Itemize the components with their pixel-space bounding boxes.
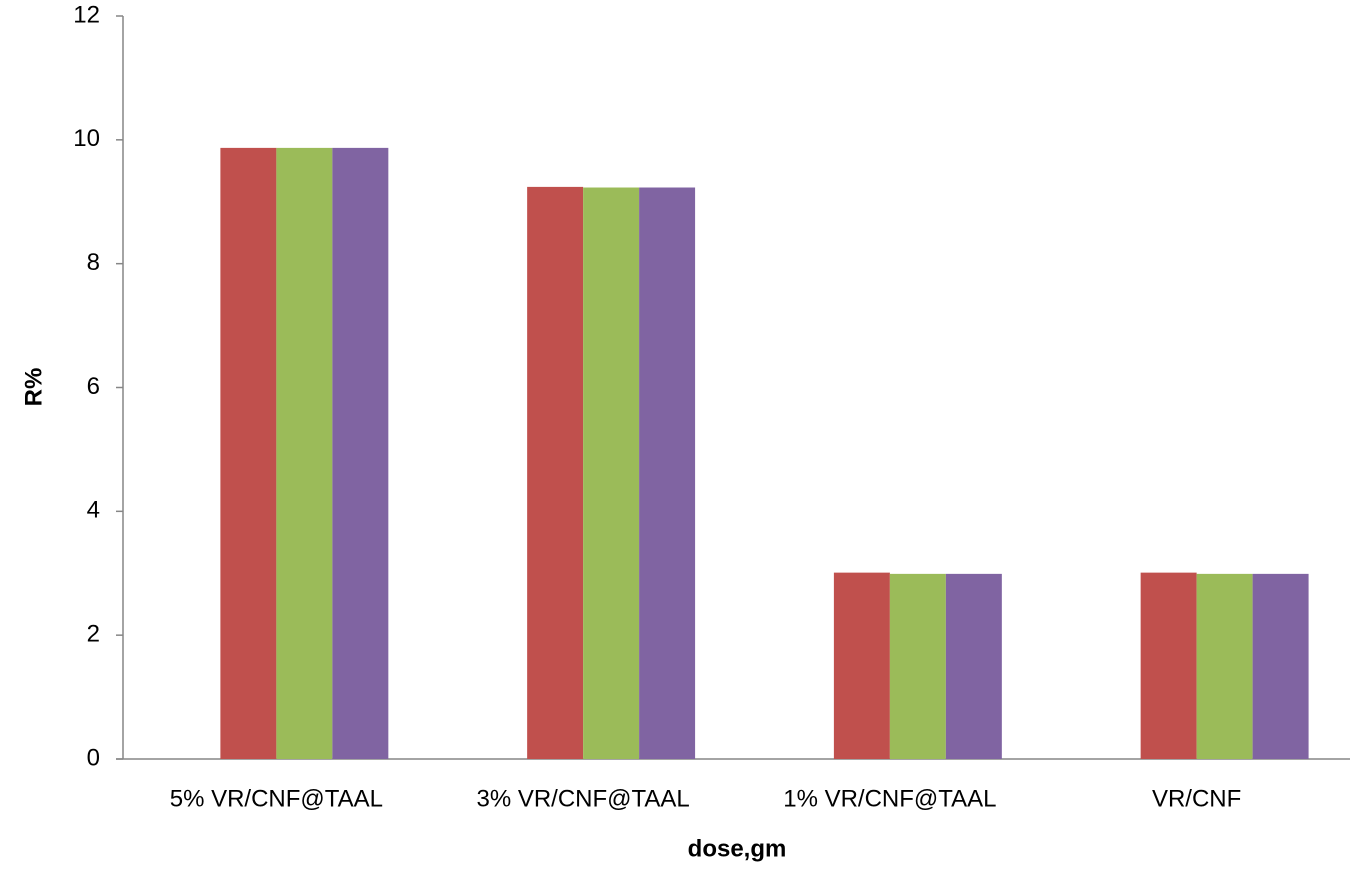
bar (583, 187, 640, 760)
bar (639, 187, 696, 760)
y-tick-label: 6 (87, 373, 100, 400)
bar (527, 186, 584, 759)
x-tick-label: VR/CNF (1152, 785, 1241, 812)
bar (889, 573, 946, 759)
bar (276, 147, 333, 759)
bar (833, 572, 890, 759)
y-tick-label: 12 (73, 1, 100, 28)
bar (1140, 572, 1197, 759)
y-tick-label: 0 (87, 744, 100, 771)
y-tick-label: 8 (87, 249, 100, 276)
bar (220, 147, 277, 759)
y-axis-title: R% (20, 368, 47, 407)
x-axis-title: dose,gm (688, 835, 787, 862)
x-tick-label: 3% VR/CNF@TAAL (476, 785, 689, 812)
bar (332, 147, 389, 759)
y-tick-label: 10 (73, 125, 100, 152)
y-tick-label: 2 (87, 621, 100, 648)
bar (1196, 573, 1253, 759)
bar (945, 573, 1002, 759)
bar (1252, 573, 1309, 759)
y-tick-label: 4 (87, 497, 100, 524)
x-tick-label: 5% VR/CNF@TAAL (170, 785, 383, 812)
x-tick-label: 1% VR/CNF@TAAL (783, 785, 996, 812)
